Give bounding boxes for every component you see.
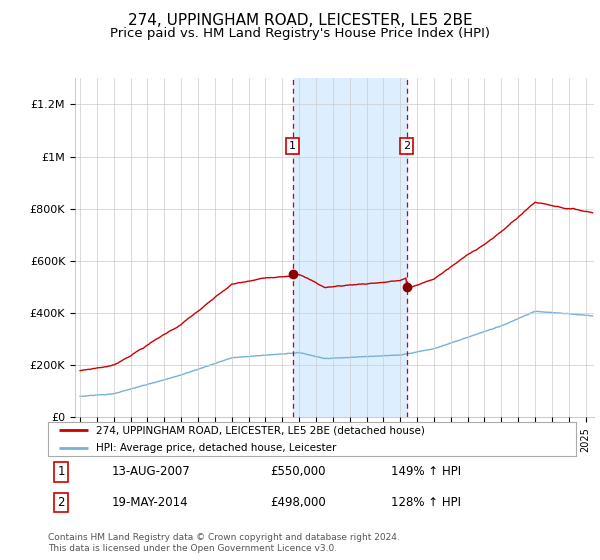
Text: 1: 1 <box>289 141 296 151</box>
Text: £498,000: £498,000 <box>270 496 326 509</box>
Text: HPI: Average price, detached house, Leicester: HPI: Average price, detached house, Leic… <box>95 443 336 452</box>
Text: 274, UPPINGHAM ROAD, LEICESTER, LE5 2BE: 274, UPPINGHAM ROAD, LEICESTER, LE5 2BE <box>128 13 472 28</box>
Text: £550,000: £550,000 <box>270 465 325 478</box>
Text: 19-MAY-2014: 19-MAY-2014 <box>112 496 188 509</box>
Text: Contains HM Land Registry data © Crown copyright and database right 2024.
This d: Contains HM Land Registry data © Crown c… <box>48 533 400 553</box>
Text: 274, UPPINGHAM ROAD, LEICESTER, LE5 2BE (detached house): 274, UPPINGHAM ROAD, LEICESTER, LE5 2BE … <box>95 426 424 435</box>
Text: Price paid vs. HM Land Registry's House Price Index (HPI): Price paid vs. HM Land Registry's House … <box>110 27 490 40</box>
Text: 2: 2 <box>403 141 410 151</box>
Text: 149% ↑ HPI: 149% ↑ HPI <box>391 465 461 478</box>
Text: 2: 2 <box>58 496 65 509</box>
Text: 1: 1 <box>58 465 65 478</box>
Bar <box>293 78 407 417</box>
Text: 128% ↑ HPI: 128% ↑ HPI <box>391 496 461 509</box>
Text: 13-AUG-2007: 13-AUG-2007 <box>112 465 190 478</box>
